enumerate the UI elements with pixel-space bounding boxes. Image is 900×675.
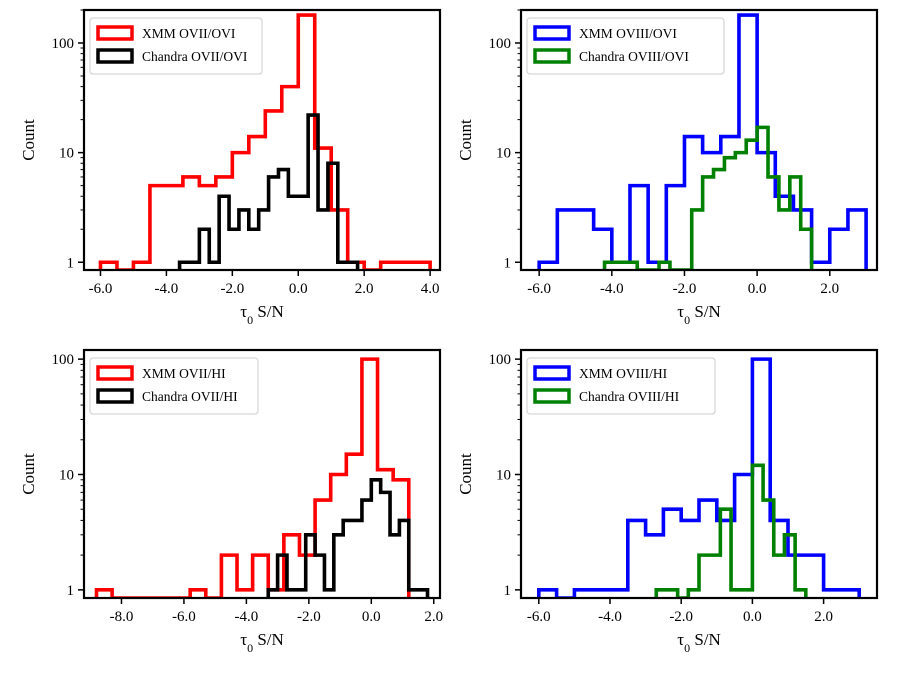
- legend-box: [526, 17, 725, 75]
- series-line-chandra: [177, 113, 360, 270]
- x-axis-label: τ0 S/N: [677, 302, 721, 327]
- y-tick-label: 100: [489, 352, 512, 368]
- y-axis-label: Count: [456, 453, 475, 495]
- axes-frame: [82, 8, 442, 272]
- y-tick-label: 10: [496, 146, 511, 162]
- y-tick-label: 10: [496, 467, 511, 483]
- x-tick-label: 0.0: [743, 609, 762, 625]
- x-tick-label: 2.0: [355, 281, 374, 297]
- x-tick-label: -4.0: [598, 609, 622, 625]
- x-axis-label: τ0 S/N: [240, 302, 284, 327]
- legend-swatch: [533, 388, 571, 404]
- x-tick-label: -2.0: [297, 609, 321, 625]
- x-tick-label: -2.0: [669, 609, 693, 625]
- x-axis-label: τ0 S/N: [677, 630, 721, 655]
- x-tick-label: -6.0: [89, 281, 113, 297]
- legend-entry: XMM OVIII/HI: [579, 366, 668, 381]
- y-tick-label: 10: [59, 467, 74, 483]
- x-tick-label: 2.0: [820, 281, 839, 297]
- panel-bottom-left: -8.0 -6.0 -4.0 -2.0 0.0 2.0 1 10 100 τ0 S/N Count X…: [19, 348, 443, 655]
- x-tick-label: 4.0: [421, 281, 440, 297]
- axes-frame: [519, 8, 879, 272]
- x-tick-label: -2.0: [220, 281, 244, 297]
- y-tick-label: 1: [67, 583, 75, 599]
- y-axis-label: Count: [456, 119, 475, 161]
- x-tick-label: 2.0: [424, 609, 443, 625]
- x-tick-label: 0.0: [362, 609, 381, 625]
- series-line-chandra: [266, 477, 430, 598]
- legend-entry: Chandra OVII/HI: [142, 389, 238, 404]
- x-tick-label: -6.0: [527, 281, 551, 297]
- legend: XMM OVII/OVI Chandra OVII/OVI: [89, 17, 263, 75]
- y-axis-label: Count: [19, 119, 38, 161]
- x-tick-label: 2.0: [814, 609, 833, 625]
- legend-box: [526, 357, 716, 415]
- legend-entry: XMM OVII/HI: [142, 366, 226, 381]
- y-axis-label: Count: [19, 453, 38, 495]
- series-line-xmm: [94, 357, 411, 598]
- x-tick-label: -6.0: [172, 609, 196, 625]
- panel-bottom-right: -6.0 -4.0 -2.0 0.0 2.0 1 10 100 τ0 S/N Count XMM O…: [456, 348, 879, 655]
- y-tick-label: 1: [504, 255, 512, 271]
- legend-swatch: [533, 48, 571, 64]
- legend-swatch: [96, 388, 134, 404]
- x-tick-label: -4.0: [155, 281, 179, 297]
- legend: XMM OVIII/HI Chandra OVIII/HI: [526, 357, 716, 415]
- x-tick-label: -2.0: [673, 281, 697, 297]
- legend-swatch: [96, 48, 134, 64]
- panel-top-right: -6.0 -4.0 -2.0 0.0 2.0 1 10 100 τ0 S/N Count XMM O…: [456, 8, 879, 327]
- series-line-chandra: [654, 463, 808, 598]
- y-tick-label: 100: [52, 352, 75, 368]
- x-tick-label: 0.0: [289, 281, 308, 297]
- series-line-chandra: [602, 125, 814, 270]
- legend-entry: Chandra OVIII/HI: [579, 389, 680, 404]
- legend-swatch: [533, 25, 571, 41]
- legend-entry: Chandra OVII/OVI: [142, 49, 248, 64]
- y-tick-label: 1: [504, 583, 512, 599]
- y-tick-label: 100: [489, 36, 512, 52]
- x-tick-label: 0.0: [748, 281, 767, 297]
- x-tick-label: -4.0: [600, 281, 624, 297]
- legend-entry: XMM OVIII/OVI: [579, 26, 677, 41]
- y-tick-label: 10: [59, 146, 74, 162]
- legend: XMM OVII/HI Chandra OVII/HI: [89, 357, 259, 415]
- legend-swatch: [96, 25, 134, 41]
- series-line-xmm: [98, 13, 432, 270]
- panel-top-left: -6.0 -4.0 -2.0 0.0 2.0 4.0 1 10 100 τ0 S/N Count XM…: [19, 8, 442, 327]
- x-tick-label: -8.0: [110, 609, 134, 625]
- legend-swatch: [533, 365, 571, 381]
- y-tick-label: 1: [67, 255, 75, 271]
- x-tick-label: -6.0: [527, 609, 551, 625]
- legend-swatch: [96, 365, 134, 381]
- legend-entry: Chandra OVIII/OVI: [579, 49, 689, 64]
- legend: XMM OVIII/OVI Chandra OVIII/OVI: [526, 17, 725, 75]
- y-tick-label: 100: [52, 36, 75, 52]
- legend-entry: XMM OVII/OVI: [142, 26, 236, 41]
- x-tick-label: -4.0: [235, 609, 259, 625]
- x-axis-label: τ0 S/N: [240, 630, 284, 655]
